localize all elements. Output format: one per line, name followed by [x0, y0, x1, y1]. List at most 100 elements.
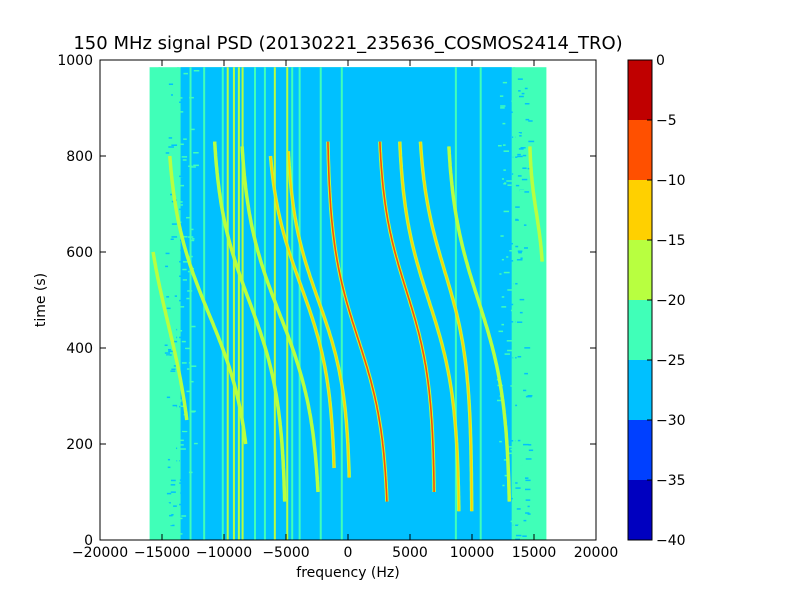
psd-noise-speckle	[178, 111, 184, 113]
psd-noise-speckle	[527, 335, 531, 338]
doppler-track	[327, 141, 388, 502]
psd-noise-speckle	[518, 90, 521, 92]
psd-noise-speckle	[166, 396, 171, 399]
colorbar-segment	[628, 300, 652, 360]
psd-noise-speckle	[182, 236, 188, 238]
psd-noise-speckle	[528, 444, 532, 446]
psd-noise-speckle	[165, 502, 170, 504]
doppler-track	[213, 141, 286, 502]
psd-noise-speckle	[517, 195, 523, 197]
psd-noise-speckle	[170, 252, 176, 255]
psd-noise-speckle	[521, 72, 524, 75]
psd-noise-speckle	[518, 148, 524, 150]
psd-noise-speckle	[178, 399, 182, 401]
psd-noise-speckle	[525, 487, 528, 489]
psd-noise-speckle	[507, 197, 511, 199]
psd-noise-speckle	[525, 458, 532, 460]
psd-noise-speckle	[517, 465, 524, 468]
psd-noise-speckle	[173, 365, 177, 367]
psd-noise-speckle	[511, 100, 514, 102]
psd-noise-speckle	[500, 105, 506, 107]
psd-noise-speckle	[513, 282, 518, 285]
psd-noise-speckle	[187, 270, 191, 273]
psd-noise-speckle	[170, 479, 176, 482]
psd-noise-speckle	[178, 299, 183, 302]
psd-noise-speckle	[182, 279, 188, 281]
psd-noise-speckle	[517, 439, 521, 442]
psd-noise-speckle	[186, 297, 190, 300]
psd-noise-speckle	[180, 101, 187, 103]
colorbar-tick-label: 0	[656, 53, 665, 69]
psd-noise-speckle	[180, 249, 186, 252]
psd-noise-speckle	[194, 522, 198, 524]
psd-noise-speckle	[498, 532, 502, 535]
psd-noise-speckle	[526, 109, 533, 112]
psd-noise-speckle	[182, 268, 187, 271]
psd-noise-speckle	[527, 321, 534, 323]
psd-noise-speckle	[512, 524, 519, 527]
psd-noise-speckle	[191, 238, 195, 240]
psd-noise-speckle	[519, 298, 525, 301]
psd-noise-speckle	[503, 210, 509, 213]
psd-noise-speckle	[514, 538, 520, 540]
psd-noise-speckle	[506, 180, 512, 182]
doppler-track	[419, 141, 473, 512]
psd-noise-speckle	[497, 488, 501, 490]
psd-noise-speckle	[497, 133, 500, 135]
psd-noise-speckle	[506, 256, 509, 258]
psd-noise-speckle	[514, 93, 520, 96]
psd-noise-speckle	[513, 259, 518, 262]
psd-noise-speckle	[169, 226, 174, 229]
psd-noise-speckle	[524, 87, 528, 90]
psd-noise-speckle	[500, 162, 503, 165]
psd-noise-speckle	[527, 513, 531, 515]
psd-noise-speckle	[166, 354, 172, 356]
colorbar-tick-label: −5	[656, 113, 677, 129]
psd-noise-speckle	[521, 178, 528, 181]
psd-noise-speckle	[527, 167, 531, 170]
psd-noise-speckle	[179, 439, 184, 442]
doppler-track	[379, 141, 435, 492]
psd-noise-speckle	[527, 395, 533, 397]
psd-noise-speckle	[525, 223, 531, 226]
psd-noise-speckle	[172, 302, 175, 304]
psd-noise-speckle	[502, 199, 506, 202]
psd-noise-speckle	[503, 234, 508, 237]
x-tick-label: −10000	[196, 545, 252, 561]
psd-noise-speckle	[523, 389, 527, 392]
colorbar-segment	[628, 480, 652, 540]
psd-noise-speckle	[520, 118, 527, 121]
psd-noise-speckle	[169, 366, 173, 369]
colorbar-tick-label: −25	[656, 353, 686, 369]
psd-noise-speckle	[173, 537, 177, 540]
psd-noise-speckle	[180, 227, 184, 230]
psd-noise-speckle	[172, 404, 178, 407]
psd-noise-speckle	[180, 492, 186, 494]
psd-noise-speckle	[520, 229, 523, 231]
psd-noise-speckle	[184, 125, 189, 127]
psd-noise-speckle	[180, 405, 186, 408]
psd-noise-speckle	[505, 535, 508, 537]
psd-noise-speckle	[503, 150, 510, 152]
psd-noise-speckle	[170, 491, 176, 493]
x-tick-label: −5000	[262, 545, 309, 561]
colorbar-tick-label: −10	[656, 173, 686, 189]
psd-noise-speckle	[177, 400, 182, 403]
psd-noise-speckle	[525, 395, 532, 398]
psd-noise-speckle	[525, 499, 531, 501]
y-tick-label: 400	[66, 341, 93, 357]
colorbar-tick-label: −15	[656, 233, 686, 249]
psd-noise-speckle	[526, 530, 530, 532]
psd-noise-speckle	[178, 175, 185, 178]
psd-noise-speckle	[518, 132, 522, 134]
psd-noise-speckle	[502, 440, 506, 443]
psd-noise-speckle	[165, 265, 169, 268]
psd-noise-speckle	[496, 193, 500, 196]
psd-noise-speckle	[179, 372, 185, 374]
psd-noise-speckle	[523, 224, 527, 226]
psd-noise-speckle	[180, 304, 186, 306]
psd-noise-speckle	[169, 503, 172, 505]
psd-noise-speckle	[189, 487, 195, 489]
psd-noise-speckle	[166, 411, 172, 413]
doppler-track	[269, 155, 335, 469]
